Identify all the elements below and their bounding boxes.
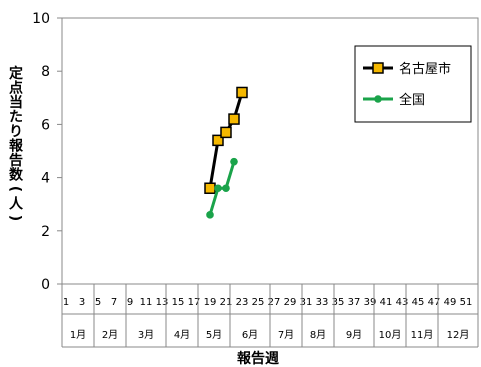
y-tick-label: 8 [41, 64, 50, 80]
month-label: 5月 [206, 329, 222, 341]
y-axis-title-char: 数 [9, 167, 24, 184]
data-point-circle [206, 211, 214, 219]
y-tick-label: 4 [41, 171, 50, 187]
data-point-circle [222, 184, 230, 193]
x-tick-label: 43 [396, 297, 409, 308]
legend-swatch-marker [374, 95, 382, 103]
y-axis-title-char: 当 [9, 94, 23, 111]
x-tick-label: 19 [204, 297, 217, 308]
data-point-square [212, 134, 224, 147]
x-tick-label: 17 [188, 297, 201, 308]
x-tick-label: 3 [79, 297, 85, 308]
x-tick-label: 9 [127, 297, 133, 308]
month-label: 9月 [346, 329, 362, 341]
month-label: 6月 [242, 329, 258, 341]
y-axis-title-char: 告 [9, 152, 23, 169]
month-label: 11月 [411, 329, 434, 341]
x-tick-label: 23 [236, 297, 249, 308]
month-label: 7月 [278, 329, 294, 341]
legend-label: 名古屋市 [399, 61, 451, 77]
x-tick-label: 13 [156, 297, 169, 308]
x-tick-label: 49 [444, 297, 457, 308]
month-label: 4月 [174, 329, 190, 341]
month-label: 3月 [138, 329, 154, 341]
x-tick-label: 29 [284, 297, 297, 308]
y-tick-label: 2 [41, 224, 50, 240]
y-tick-label: 6 [41, 117, 50, 133]
x-tick-label: 35 [332, 297, 345, 308]
month-label: 1月 [70, 329, 86, 341]
x-tick-label: 39 [364, 297, 377, 308]
data-point-square [220, 126, 232, 139]
x-tick-label: 51 [460, 297, 473, 308]
x-tick-label: 15 [172, 297, 185, 308]
x-tick-label: 37 [348, 297, 361, 308]
data-point-square [228, 113, 240, 125]
y-tick-label: 0 [41, 277, 50, 293]
x-tick-label: 21 [220, 297, 233, 308]
month-label: 2月 [102, 329, 118, 341]
month-label: 12月 [447, 329, 470, 341]
y-axis-title-char: た [9, 110, 23, 126]
month-label: 10月 [379, 329, 402, 341]
x-tick-label: 11 [140, 297, 153, 308]
series-line-2 [208, 161, 236, 216]
legend-swatch-marker [372, 62, 384, 74]
x-tick-label: 7 [111, 297, 117, 308]
y-axis-title-char: ( [7, 186, 23, 192]
x-tick-label: 33 [316, 297, 329, 308]
y-axis-title-char: 点 [9, 80, 23, 97]
x-tick-label: 27 [268, 297, 281, 308]
x-tick-label: 31 [300, 297, 313, 308]
x-tick-label: 41 [380, 297, 393, 308]
legend-box [354, 45, 472, 123]
legend-label: 全国 [399, 92, 425, 108]
y-axis-title-char: り [9, 124, 23, 140]
y-tick-label: 10 [32, 11, 50, 27]
y-axis-title-char: 報 [9, 138, 24, 155]
x-tick-label: 45 [412, 297, 425, 308]
x-tick-label: 25 [252, 297, 265, 308]
data-point-circle [230, 157, 238, 166]
month-label: 8月 [310, 329, 326, 341]
data-point-circle [214, 184, 222, 193]
x-tick-label: 1 [63, 297, 69, 308]
data-point-square [236, 86, 248, 99]
y-axis-title-char: 定 [9, 65, 23, 82]
y-axis-title-char: ) [7, 215, 23, 221]
y-axis-title-char: 人 [9, 196, 24, 213]
x-axis-title: 報告週 [237, 350, 279, 367]
data-point-square [204, 182, 216, 194]
x-tick-label: 47 [428, 297, 441, 308]
x-tick-label: 5 [95, 297, 101, 308]
